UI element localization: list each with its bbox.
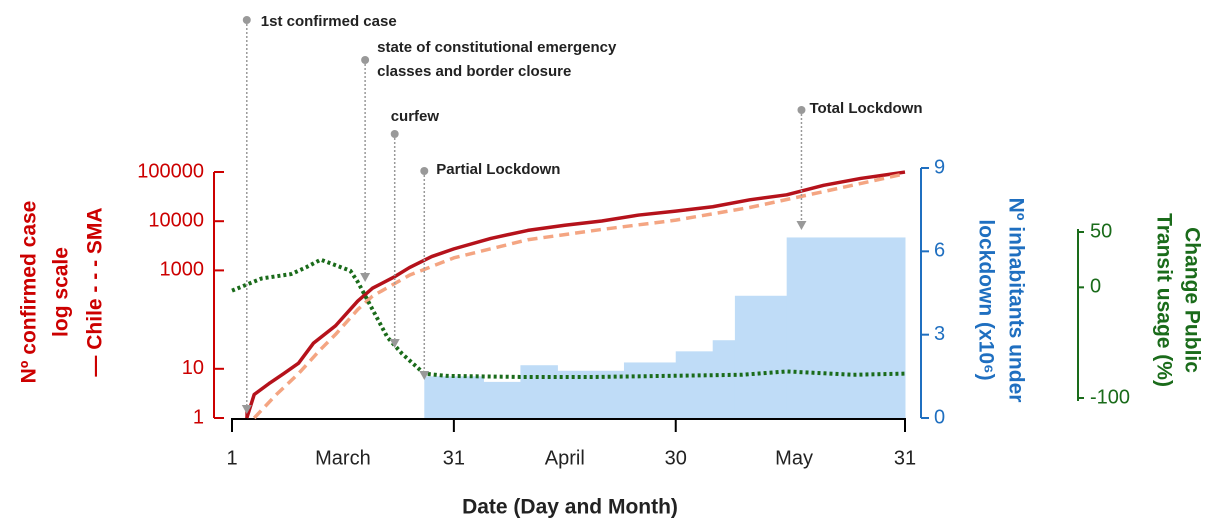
y3-axis-label: Change Public — [1180, 227, 1203, 373]
lockdown-bar — [520, 365, 558, 418]
x-tick-label: 1 — [226, 447, 237, 469]
annotation-arrowhead — [419, 371, 430, 380]
month-label: April — [545, 447, 585, 469]
y3-axis-label: Transit usage (%) — [1152, 213, 1175, 387]
annotation-text: classes and border closure — [377, 63, 571, 80]
x-tick-label: 31 — [443, 447, 465, 469]
lockdown-bar — [786, 237, 906, 418]
annotation-dot — [361, 56, 370, 64]
y2-axis-label: Nº inhabitants under — [1004, 198, 1027, 403]
y-axis-label: — Chile - - - SMA — [84, 207, 107, 376]
annotation-arrowhead — [796, 221, 807, 230]
month-label: March — [315, 447, 371, 469]
annotation-arrowhead — [360, 273, 371, 282]
y-tick-label: 100000 — [137, 160, 204, 182]
series-line — [231, 257, 906, 379]
annotation-arrowhead — [389, 339, 400, 348]
lockdown-bar — [734, 295, 788, 418]
annotation-dot — [797, 106, 806, 114]
lockdown-bar — [483, 381, 521, 418]
y3-tick-label: 0 — [1090, 276, 1101, 298]
annotation-dot — [420, 167, 429, 175]
annotation-dot — [242, 16, 251, 24]
x-tick-label: 30 — [665, 447, 687, 469]
annotation-text: state of constitutional emergency — [377, 39, 617, 56]
series-line — [252, 172, 906, 420]
y2-tick-label: 6 — [934, 240, 945, 262]
annotation-text: Total Lockdown — [809, 100, 922, 117]
lockdown-bar — [712, 340, 736, 418]
y2-axis-label: lockdown (x10⁶) — [974, 219, 997, 380]
month-label: May — [775, 447, 813, 469]
y2-tick-label: 3 — [934, 323, 945, 345]
series-line — [245, 170, 906, 419]
y-tick-label: 10 — [182, 357, 204, 379]
lockdown-bar — [675, 351, 714, 418]
y-axis-label: log scale — [50, 247, 73, 337]
y2-tick-label: 9 — [934, 156, 945, 178]
x-axis-label: Date (Day and Month) — [462, 496, 678, 519]
y-axis-label: Nº confirmed case — [18, 201, 41, 384]
annotation-text: 1st confirmed case — [261, 13, 397, 30]
y-tick-label: 1 — [193, 406, 204, 428]
y2-tick-label: 0 — [934, 406, 945, 428]
annotation-text: Partial Lockdown — [436, 161, 560, 178]
lockdown-bar — [623, 362, 677, 418]
annotation-dot — [390, 130, 399, 138]
y-tick-label: 10000 — [148, 209, 204, 231]
y3-tick-label: 50 — [1090, 220, 1112, 242]
lockdown-bar — [424, 376, 484, 418]
annotation-arrowhead — [241, 405, 252, 414]
annotation-text: curfew — [391, 108, 440, 125]
y-tick-label: 1000 — [160, 259, 205, 281]
y3-tick-label: -100 — [1090, 386, 1130, 408]
x-tick-label: 31 — [894, 447, 916, 469]
